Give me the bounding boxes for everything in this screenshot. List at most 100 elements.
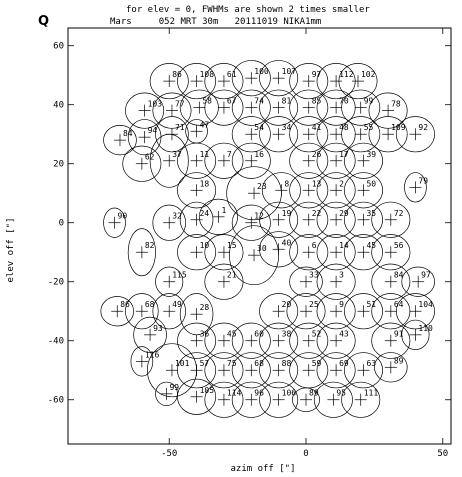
detector-label: 11: [200, 150, 210, 159]
detector-63: 63: [343, 352, 383, 389]
beam-ellipse: [231, 352, 271, 389]
detector-label: 43: [339, 330, 349, 339]
detector-107: 107: [259, 60, 299, 97]
beam-ellipse: [204, 89, 244, 126]
detector-label: 26: [312, 150, 322, 159]
detector-label: 52: [312, 330, 322, 339]
beam-ellipse: [204, 322, 244, 359]
beam-ellipse: [343, 293, 383, 330]
beam-ellipse: [152, 204, 186, 241]
detector-24: 24: [179, 201, 214, 238]
detector-39: 39: [343, 142, 383, 179]
beam-ellipse: [316, 352, 356, 389]
x-tick-label: 0: [303, 449, 308, 459]
detector-110: 110: [401, 319, 433, 350]
y-tick-label: -20: [48, 278, 64, 288]
detector-label: 97: [421, 271, 431, 280]
detector-label: 62: [145, 153, 155, 162]
detector-label: 41: [312, 123, 322, 132]
beam-ellipse: [291, 387, 321, 412]
detector-label: 107: [282, 67, 297, 76]
detector-label: 19: [282, 209, 292, 218]
detector-89: 89: [291, 387, 321, 412]
detector-label: 8: [284, 179, 289, 188]
detector-label: 1: [221, 206, 226, 215]
detector-label: 55: [364, 123, 374, 132]
beam-ellipse: [289, 201, 329, 238]
beam-ellipse: [125, 92, 165, 129]
detector-60: 60: [231, 322, 271, 359]
beam-ellipse: [404, 172, 427, 203]
beam-ellipse: [231, 204, 271, 241]
detector-45: 45: [343, 234, 383, 271]
beam-ellipse: [177, 322, 217, 359]
detector-label: 61: [227, 70, 237, 79]
detector-label: 85: [312, 97, 322, 106]
detector-10: 10: [177, 234, 217, 271]
detector-97: 97: [289, 63, 329, 100]
detector-45: 45: [204, 322, 244, 359]
detector-label: 93: [153, 324, 163, 333]
detector-label: 103: [148, 100, 163, 109]
beam-ellipse: [343, 142, 383, 179]
chart-subtitle: Mars 052 MRT 30m 20111019 NIKA1mm: [110, 17, 321, 27]
y-tick-label: -40: [48, 337, 64, 347]
detector-19: 19: [259, 201, 299, 238]
detector-label: 28: [200, 303, 210, 312]
beam-ellipse: [155, 266, 184, 297]
beam-ellipse: [316, 234, 356, 271]
beam-ellipse: [289, 234, 329, 271]
detector-label: 16: [254, 150, 264, 159]
detector-label: 6: [312, 241, 317, 250]
beam-ellipse: [149, 133, 189, 188]
detector-label: 7: [227, 150, 232, 159]
beam-ellipse: [286, 293, 326, 330]
detector-38: 38: [259, 322, 299, 359]
detector-115: 115: [155, 266, 187, 297]
detector-label: 10: [200, 241, 210, 250]
detector-47: 47: [185, 119, 209, 144]
beam-ellipse: [341, 89, 381, 126]
beam-ellipse: [100, 296, 135, 327]
beam-ellipse: [177, 142, 217, 179]
beam-ellipse: [259, 381, 299, 418]
detector-label: 9: [339, 300, 344, 309]
detector-85: 85: [289, 89, 329, 126]
beam-ellipse: [177, 378, 217, 415]
detector-label: 49: [172, 300, 182, 309]
beam-ellipse: [259, 231, 299, 268]
detector-114: 114: [204, 381, 244, 418]
detector-label: 77: [175, 100, 185, 109]
beam-ellipse: [343, 352, 383, 389]
detector-6: 6: [289, 234, 329, 271]
beam-ellipse: [374, 352, 408, 383]
beam-ellipse: [289, 172, 329, 209]
y-axis-ticks: -60 -40 -20 0 20 40 60: [48, 42, 451, 406]
detector-label: 102: [361, 70, 376, 79]
detector-51: 51: [343, 293, 383, 330]
beam-ellipse: [149, 63, 189, 100]
detector-61: 61: [204, 63, 244, 100]
detector-label: 82: [145, 241, 155, 250]
detector-label: 86: [172, 70, 182, 79]
beam-ellipse: [341, 116, 381, 153]
detector-label: 50: [366, 179, 376, 188]
detector-label: 105: [200, 386, 215, 395]
detector-100: 100: [231, 60, 271, 97]
detector-1: 1: [198, 198, 238, 235]
y-tick-label: 60: [53, 42, 64, 52]
detector-50: 50: [343, 172, 383, 209]
beam-ellipse: [316, 293, 356, 330]
detector-67: 67: [204, 89, 244, 126]
detector-label: 97: [312, 70, 322, 79]
detector-64: 64: [371, 293, 411, 330]
beam-ellipse: [204, 381, 244, 418]
detector-54: 54: [231, 116, 271, 153]
beam-ellipse: [204, 352, 244, 389]
detector-label: 69: [339, 359, 349, 368]
detector-56: 56: [371, 234, 411, 271]
detector-22: 22: [289, 201, 329, 238]
beam-ellipse: [289, 89, 329, 126]
beam-ellipse: [313, 381, 353, 418]
detector-label: 39: [366, 150, 376, 159]
